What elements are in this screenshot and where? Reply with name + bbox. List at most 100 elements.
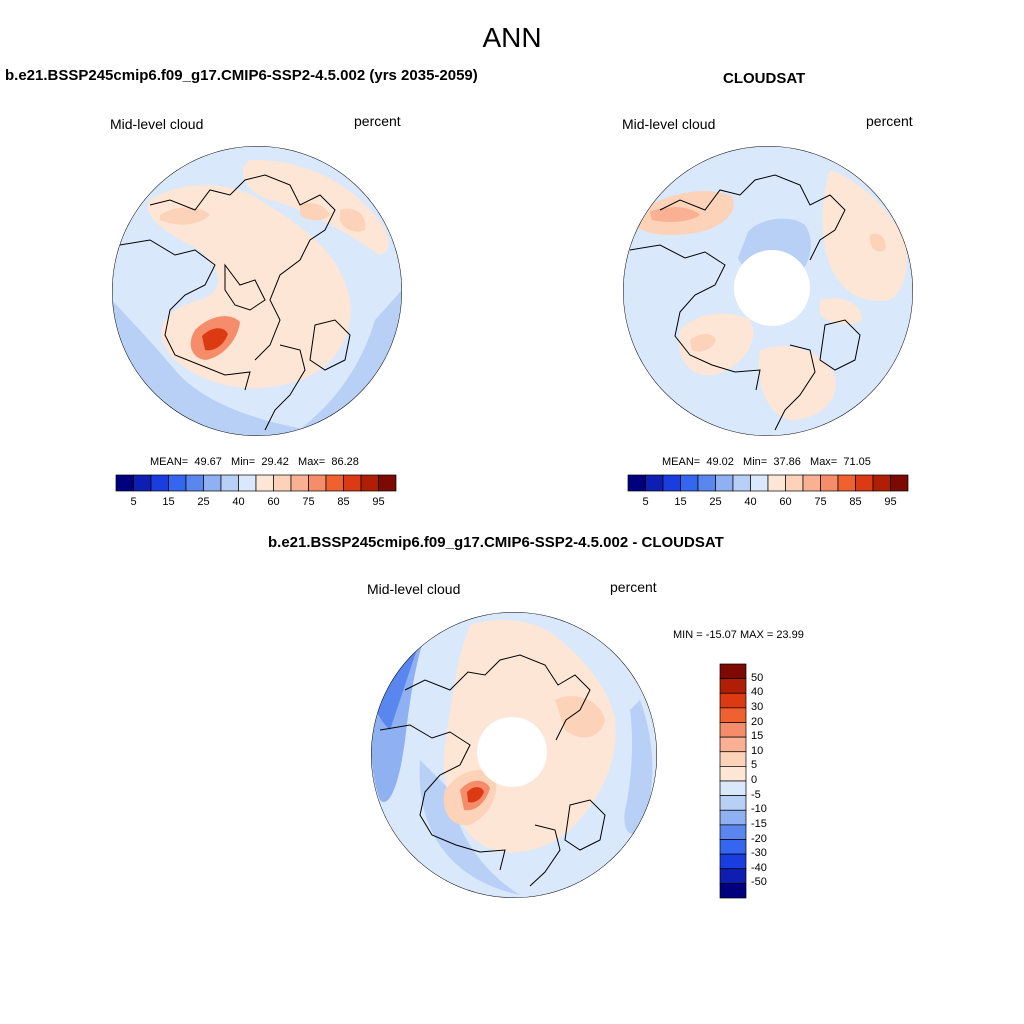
diff-colorbar-tick-label: 40	[751, 686, 764, 699]
diff-colorbar-swatch	[719, 883, 747, 899]
obs-colorbar-swatch	[855, 474, 874, 492]
diff-colorbar-swatch	[719, 853, 747, 870]
diff-colorbar-swatch	[719, 663, 747, 679]
diff-colorbar-tick-label: 20	[751, 715, 764, 728]
diff-colorbar-tick-label: -20	[751, 832, 767, 845]
model-colorbar-swatch	[378, 474, 397, 492]
diff-colorbar-swatch	[719, 722, 747, 738]
obs-colorbar-tick-label: 60	[779, 496, 792, 508]
model-map	[112, 146, 402, 436]
model-colorbar-tick-label: 95	[372, 496, 385, 508]
diff-panel-title: b.e21.BSSP245cmip6.f09_g17.CMIP6-SSP2-4.…	[268, 534, 724, 551]
model-colorbar-tick-label: 5	[130, 496, 137, 508]
obs-colorbar-swatch	[767, 474, 786, 492]
diff-colorbar-tick-label: 0	[751, 774, 758, 786]
obs-colorbar-swatch	[890, 474, 909, 492]
obs-colorbar-swatch	[785, 474, 804, 492]
obs-colorbar-swatch	[715, 474, 734, 492]
obs-variable-label: Mid-level cloud	[622, 116, 716, 132]
diff-colorbar-swatch	[719, 707, 747, 723]
diff-colorbar-swatch	[719, 678, 747, 694]
model-colorbar-tick-label: 75	[302, 496, 315, 508]
obs-colorbar-swatch	[697, 474, 716, 492]
obs-map	[623, 146, 913, 436]
diff-colorbar-swatch	[719, 839, 747, 855]
model-stats: MEAN= 49.67 Min= 29.42 Max= 86.28	[150, 456, 359, 468]
diff-colorbar-tick-label: -15	[751, 817, 767, 830]
model-colorbar-swatch	[360, 474, 379, 492]
model-colorbar-swatch	[308, 474, 327, 492]
diff-colorbar-swatch	[719, 780, 747, 796]
obs-min-value: 37.86	[773, 456, 801, 468]
obs-colorbar-swatch	[662, 474, 681, 492]
diff-colorbar-tick-label: -30	[751, 847, 767, 860]
obs-panel-title: CLOUDSAT	[723, 70, 806, 87]
model-colorbar-swatch	[325, 474, 344, 492]
diff-colorbar-tick-label: 50	[751, 671, 764, 684]
diff-colorbar-swatch	[719, 868, 747, 884]
diff-colorbar-swatch	[719, 736, 747, 753]
obs-colorbar-swatch	[645, 474, 664, 492]
diff-colorbar-tick-label: -50	[751, 876, 767, 889]
obs-colorbar-tick-label: 85	[849, 496, 862, 508]
model-units-label: percent	[354, 113, 401, 129]
obs-colorbar-swatch	[820, 474, 839, 492]
model-mean-label: MEAN=	[150, 456, 189, 468]
diff-colorbar-swatch	[719, 766, 747, 782]
model-colorbar	[115, 474, 397, 492]
obs-colorbar-tick-label: 5	[642, 496, 649, 508]
diff-colorbar-tick-label: 30	[751, 700, 764, 713]
diff-map	[371, 612, 657, 898]
model-colorbar-swatch	[290, 474, 309, 492]
obs-colorbar-swatch	[732, 474, 751, 492]
model-colorbar-swatch	[115, 474, 134, 492]
diff-colorbar-tick-label: -10	[751, 803, 767, 816]
obs-colorbar-swatch	[627, 474, 646, 492]
model-colorbar-swatch	[220, 474, 239, 492]
obs-colorbar-tick-label: 75	[814, 496, 827, 508]
diff-range-text: MIN = -15.07 MAX = 23.99	[673, 629, 804, 641]
model-colorbar-tick-label: 25	[197, 496, 210, 508]
diff-colorbar-tick-label: 15	[751, 730, 764, 743]
diff-variable-label: Mid-level cloud	[367, 581, 461, 597]
model-colorbar-tick-label: 40	[232, 496, 245, 508]
obs-colorbar-tick-label: 25	[709, 496, 722, 508]
obs-mean-label: MEAN=	[662, 456, 701, 468]
model-colorbar-swatch	[273, 474, 292, 492]
model-colorbar-swatch	[185, 474, 204, 492]
diff-colorbar-tick-label: 10	[751, 744, 764, 757]
obs-stats: MEAN= 49.02 Min= 37.86 Max= 71.05	[662, 456, 871, 468]
diff-colorbar-tick-label: 5	[751, 759, 758, 772]
obs-colorbar	[627, 474, 909, 492]
obs-max-label: Max=	[810, 456, 838, 468]
model-colorbar-swatch	[168, 474, 187, 492]
model-colorbar-swatch	[255, 474, 274, 492]
model-colorbar-tick-label: 15	[162, 496, 175, 508]
model-panel-title: b.e21.BSSP245cmip6.f09_g17.CMIP6-SSP2-4.…	[5, 67, 478, 84]
diff-colorbar-swatch	[719, 751, 747, 767]
model-colorbar-swatch	[133, 474, 152, 492]
obs-colorbar-swatch	[802, 474, 821, 492]
model-colorbar-swatch	[238, 474, 257, 492]
obs-min-label: Min=	[743, 456, 768, 468]
model-colorbar-swatch	[150, 474, 169, 492]
model-colorbar-swatch	[203, 474, 222, 492]
diff-colorbar-tick-label: -40	[751, 861, 767, 874]
obs-colorbar-tick-label: 40	[744, 496, 757, 508]
model-colorbar-tick-label: 60	[267, 496, 280, 508]
main-title: ANN	[482, 22, 542, 53]
obs-colorbar-tick-label: 15	[674, 496, 687, 508]
obs-mean-value: 49.02	[706, 456, 734, 468]
obs-colorbar-swatch	[750, 474, 769, 492]
diff-units-label: percent	[610, 579, 657, 595]
diff-colorbar-tick-label: -5	[751, 788, 761, 801]
obs-colorbar-swatch	[837, 474, 856, 492]
obs-colorbar-swatch	[872, 474, 891, 492]
obs-units-label: percent	[866, 113, 913, 129]
diff-colorbar-swatch	[719, 795, 747, 811]
obs-colorbar-swatch	[680, 474, 699, 492]
model-max-label: Max=	[298, 456, 326, 468]
model-colorbar-tick-label: 85	[337, 496, 350, 508]
diff-colorbar-swatch	[719, 809, 747, 826]
